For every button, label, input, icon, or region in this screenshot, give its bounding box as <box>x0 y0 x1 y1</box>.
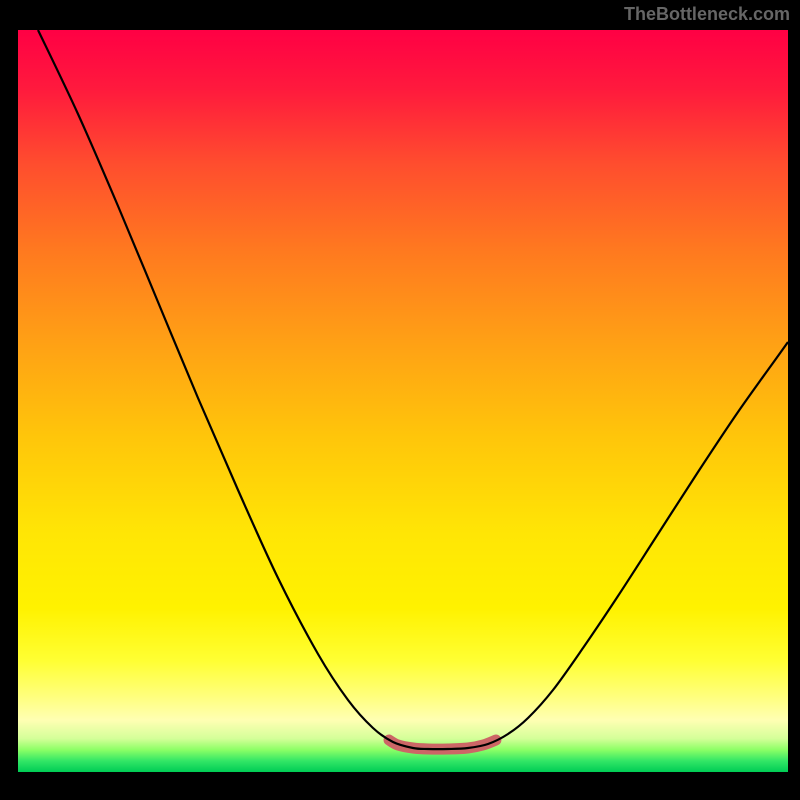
highlight-segment <box>389 740 496 749</box>
watermark-text: TheBottleneck.com <box>624 4 790 25</box>
curve-layer <box>18 30 788 772</box>
chart-container <box>18 30 788 772</box>
bottleneck-curve <box>38 30 788 749</box>
